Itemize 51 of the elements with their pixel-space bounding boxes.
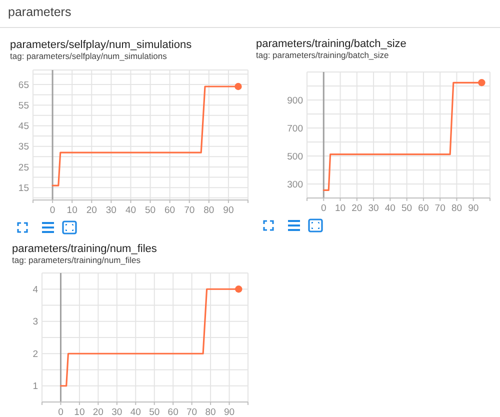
chart-title: parameters/training/num_files <box>12 243 158 255</box>
y-tick-label: 15 <box>18 182 29 194</box>
x-tick-label: 70 <box>434 203 446 214</box>
x-tick-label: 50 <box>402 203 412 214</box>
chart-subtitle: tag: parameters/training/batch_size <box>256 50 390 60</box>
x-tick-label: 20 <box>86 205 97 216</box>
x-tick-label: 0 <box>58 407 64 417</box>
x-tick-label: 30 <box>106 205 116 216</box>
x-tick-label: 50 <box>149 407 160 417</box>
x-tick-label: 0 <box>50 205 56 216</box>
x-tick-label: 70 <box>186 407 198 417</box>
x-tick-label: 70 <box>184 205 195 216</box>
y-tick-label: 25 <box>18 162 29 174</box>
x-tick-label: 30 <box>368 203 379 214</box>
y-tick-label: 1 <box>32 381 38 392</box>
x-tick-label: 10 <box>66 205 78 216</box>
y-tick-label: 500 <box>287 151 303 162</box>
y-tick-label: 65 <box>18 80 29 91</box>
x-tick-label: 20 <box>352 203 362 214</box>
chart-subtitle: tag: parameters/selfplay/num_simulations <box>10 51 167 61</box>
chart-title: parameters/training/batch_size <box>256 38 406 50</box>
x-tick-label: 40 <box>384 203 396 214</box>
y-tick-label: 2 <box>32 348 38 360</box>
y-tick-label: 55 <box>18 100 29 112</box>
chart-title: parameters/selfplay/num_simulations <box>10 39 192 51</box>
x-tick-label: 20 <box>92 407 104 417</box>
x-tick-label: 30 <box>112 407 122 417</box>
x-tick-label: 60 <box>418 203 429 214</box>
chart-subtitle: tag: parameters/training/num_files <box>12 255 141 265</box>
x-tick-label: 50 <box>144 205 156 216</box>
y-tick-label: 35 <box>18 142 29 153</box>
y-tick-label: 3 <box>32 316 38 328</box>
x-tick-label: 60 <box>164 205 176 216</box>
x-tick-label: 10 <box>334 203 346 214</box>
x-tick-label: 40 <box>125 205 136 216</box>
x-tick-label: 0 <box>320 203 326 214</box>
y-tick-label: 300 <box>287 179 303 190</box>
text: parameters <box>8 5 72 19</box>
x-tick-label: 90 <box>224 407 235 417</box>
x-tick-label: 40 <box>130 407 141 417</box>
x-tick-label: 80 <box>204 205 214 216</box>
y-tick-label: 900 <box>287 95 303 106</box>
y-tick-label: 700 <box>287 123 303 134</box>
x-tick-label: 90 <box>223 205 234 216</box>
y-tick-label: 45 <box>18 121 29 132</box>
x-tick-label: 90 <box>468 203 479 214</box>
y-tick-label: 4 <box>32 284 38 296</box>
x-tick-label: 60 <box>168 407 178 417</box>
x-tick-label: 10 <box>74 407 85 417</box>
x-tick-label: 80 <box>451 203 462 214</box>
x-tick-label: 80 <box>205 407 216 417</box>
